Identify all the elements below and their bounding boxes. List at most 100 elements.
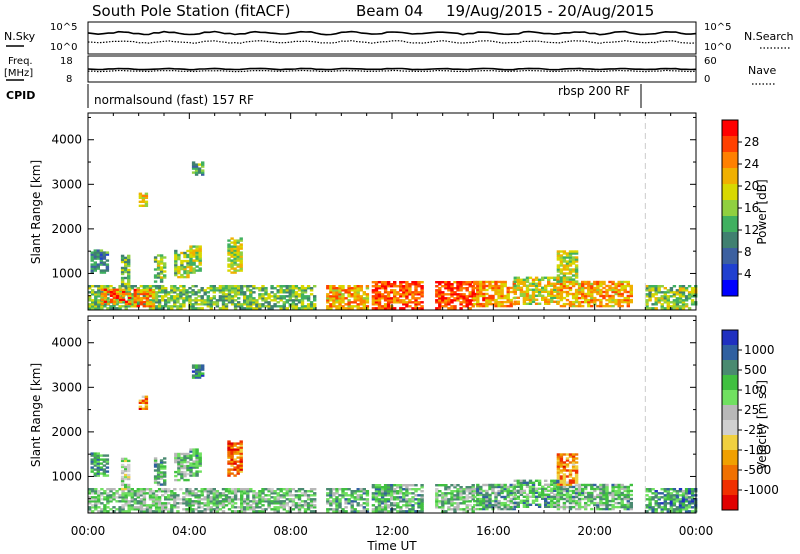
velocity-cell [306,508,311,511]
power-cell [88,297,92,300]
velocity-cell [581,489,585,493]
velocity-cell [559,477,564,480]
power-cell [565,262,570,265]
power-cell [438,293,442,296]
velocity-cell [94,488,98,491]
power-cell [306,303,311,306]
power-cell [365,293,370,296]
velocity-cell [681,508,686,511]
power-cell [182,303,186,306]
velocity-cell [377,488,382,491]
velocity-cell [279,502,283,505]
velocity-cell [660,510,664,513]
power-cell [212,287,216,290]
power-cell [237,297,241,300]
power-cell [399,283,403,286]
velocity-cell [559,461,564,464]
power-cell [103,287,107,290]
power-cell [614,286,618,290]
velocity-cell [559,491,564,495]
velocity-cell [562,505,567,509]
velocity-cell [513,503,517,506]
velocity-cell [623,495,627,499]
power-cell [176,295,180,298]
power-cell [559,258,564,261]
power-cell [568,282,573,286]
power-cell [663,287,667,290]
velocity-cell [159,465,164,468]
velocity-cell [584,483,588,487]
velocity-cell [405,486,409,489]
power-cell [593,286,597,290]
power-cell [482,304,486,308]
power-cell [133,302,137,306]
power-cell [666,299,670,302]
power-cell [383,287,388,290]
power-cell [574,294,579,298]
velocity-cell [402,498,406,501]
velocity-cell [209,490,213,493]
velocity-cell [145,488,150,491]
power-cell [500,302,504,306]
velocity-cell [282,502,286,505]
velocity-cell [224,490,229,493]
power-cell [350,293,354,296]
power-cell [335,299,339,302]
power-cell [249,285,253,288]
power-cell [273,295,277,298]
power-x-axis [87,113,697,310]
noise-tick-right-low: 10^0 [704,42,731,53]
velocity-cell [620,493,624,497]
power-cell [133,300,137,304]
velocity-cell [96,452,100,455]
power-cell [553,288,557,291]
power-cell [332,293,336,296]
power-cell [657,301,661,304]
power-cell [571,292,576,296]
power-cell [602,296,606,300]
velocity-cell [450,494,454,497]
power-cell [408,289,412,292]
power-cell [115,292,120,295]
velocity-cell [313,494,317,497]
velocity-cell [188,488,192,491]
power-cell [191,285,195,288]
velocity-cell [227,454,231,457]
power-cell [414,301,418,304]
velocity-cell [91,490,95,493]
velocity-cell [371,486,376,489]
power-cell [183,269,187,273]
power-cell [157,295,162,298]
power-cell [584,298,588,302]
power-cell [332,285,336,288]
power-cell [139,298,144,302]
velocity-cell [356,496,360,499]
power-cell [212,285,216,288]
velocity-cell [666,488,670,491]
velocity-cell [675,492,680,495]
velocity-cell [605,499,609,503]
power-cell [91,289,95,292]
time-axis-label: Time UT [366,539,417,553]
power-cell [170,289,174,292]
power-cell [584,280,588,284]
velocity-cell [559,485,564,489]
velocity-cell [565,493,570,497]
power-cell [386,295,391,298]
velocity-cell [273,498,277,501]
power-ylabel: Slant Range [km] [29,160,43,264]
power-cell [127,262,131,266]
velocity-cell [383,490,388,493]
time-tick-label: 00:00 [71,524,106,538]
velocity-cell [183,460,187,464]
velocity-cell [156,477,161,480]
power-cell [611,280,615,284]
velocity-cell [203,496,207,499]
velocity-cell [329,500,333,503]
power-cell [341,287,345,290]
velocity-cell [574,489,579,493]
velocity-cell [482,501,486,505]
velocity-cell [332,510,336,513]
velocity-cell [471,494,475,497]
power-cell [544,290,548,293]
